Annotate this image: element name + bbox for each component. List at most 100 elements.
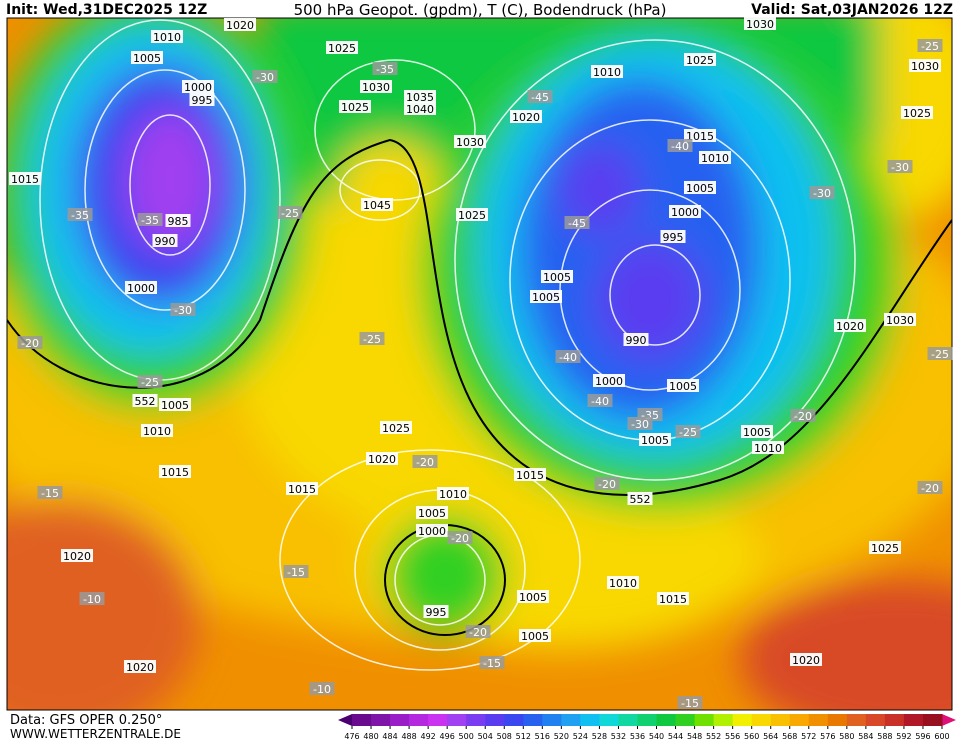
- label-box: [809, 186, 835, 199]
- label-box: [125, 281, 157, 294]
- pressure-label: 1020: [368, 453, 396, 466]
- label-box: [416, 506, 448, 519]
- legend-tick-label: 492: [420, 732, 435, 741]
- legend-tick-label: 512: [516, 732, 531, 741]
- label-box: [9, 172, 41, 185]
- legend-tick-label: 500: [459, 732, 474, 741]
- legend-swatch: [694, 714, 715, 726]
- legend-tick-label: 528: [592, 732, 607, 741]
- label-box: [627, 492, 653, 505]
- label-box: [456, 208, 488, 221]
- label-box: [372, 62, 398, 75]
- legend-swatch: [599, 714, 619, 726]
- legend-tick-label: 488: [401, 732, 416, 741]
- legend-swatch: [352, 714, 372, 726]
- legend-swatch: [789, 714, 810, 726]
- label-box: [667, 379, 699, 392]
- pressure-label: 995: [426, 606, 447, 619]
- temperature-label: -25: [931, 348, 949, 361]
- legend-swatch: [922, 714, 943, 726]
- temperature-label: -20: [451, 532, 469, 545]
- label-box: [519, 629, 551, 642]
- pressure-label: 552: [630, 493, 651, 506]
- legend-swatch: [561, 714, 581, 726]
- legend-swatch: [903, 714, 924, 726]
- data-source: Data: GFS OPER 0.250°: [10, 713, 162, 728]
- legend-swatch: [827, 714, 848, 726]
- pressure-label: 1000: [418, 525, 446, 538]
- pressure-label: 990: [155, 235, 176, 248]
- legend-swatch: [390, 714, 410, 726]
- legend-tick-label: 568: [782, 732, 797, 741]
- label-box: [510, 110, 542, 123]
- label-box: [277, 206, 303, 219]
- label-box: [326, 41, 358, 54]
- legend-swatch: [466, 714, 486, 726]
- legend-tick-label: 556: [725, 732, 740, 741]
- legend-swatch: [447, 714, 467, 726]
- pressure-label: 990: [626, 334, 647, 347]
- label-box: [660, 230, 686, 243]
- pressure-label: 1025: [328, 42, 356, 55]
- legend-swatch: [618, 714, 638, 726]
- legend-tick-label: 504: [478, 732, 493, 741]
- label-box: [137, 213, 163, 226]
- pressure-label: 1040: [406, 103, 434, 116]
- label-box: [587, 394, 613, 407]
- label-box: [465, 625, 491, 638]
- label-box: [479, 656, 505, 669]
- label-box: [790, 653, 822, 666]
- legend-tick-label: 576: [820, 732, 835, 741]
- pressure-label: 1045: [363, 199, 391, 212]
- pressure-label: 1020: [126, 661, 154, 674]
- label-box: [131, 51, 163, 64]
- pressure-label: 1005: [519, 591, 547, 604]
- pressure-label: 552: [135, 395, 156, 408]
- legend-swatch: [371, 714, 391, 726]
- label-box: [380, 421, 412, 434]
- label-box: [283, 565, 309, 578]
- pressure-label: 1015: [161, 466, 189, 479]
- legend-swatch: [637, 714, 658, 726]
- temperature-label: -35: [71, 209, 89, 222]
- legend-swatch: [656, 714, 677, 726]
- label-box: [901, 106, 933, 119]
- legend-tick-label: 580: [839, 732, 854, 741]
- temperature-label: -20: [921, 482, 939, 495]
- pressure-label: 995: [663, 231, 684, 244]
- pressure-label: 1005: [686, 182, 714, 195]
- label-box: [555, 350, 581, 363]
- temperature-label: -30: [631, 418, 649, 431]
- label-box: [887, 160, 913, 173]
- label-box: [869, 541, 901, 554]
- label-box: [67, 208, 93, 221]
- pressure-label: 1005: [743, 426, 771, 439]
- label-box: [79, 592, 105, 605]
- label-box: [530, 290, 562, 303]
- temperature-label: -30: [256, 71, 274, 84]
- temperature-label: -35: [376, 63, 394, 76]
- temperature-label: -25: [141, 376, 159, 389]
- label-box: [627, 417, 653, 430]
- label-box: [594, 477, 620, 490]
- label-box: [790, 409, 816, 422]
- label-box: [412, 455, 438, 468]
- legend-swatch: [580, 714, 600, 726]
- legend-tick-label: 476: [344, 732, 359, 741]
- legend-tick-label: 536: [630, 732, 645, 741]
- legend-tick-label: 516: [535, 732, 550, 741]
- legend-swatch: [732, 714, 753, 726]
- temperature-label: -35: [141, 214, 159, 227]
- label-box: [159, 465, 191, 478]
- pressure-label: 1015: [516, 469, 544, 482]
- pressure-label: 985: [168, 215, 189, 228]
- legend-swatch: [675, 714, 696, 726]
- label-box: [675, 425, 701, 438]
- valid-time: Valid: Sat,03JAN2026 12Z: [751, 2, 953, 18]
- pressure-label: 1015: [686, 130, 714, 143]
- legend-swatch: [523, 714, 543, 726]
- color-legend: 476 480 484 488 492 496 500 504 508 512 516 520 524 5…: [338, 714, 956, 741]
- legend-tick-label: 508: [497, 732, 512, 741]
- label-box: [61, 549, 93, 562]
